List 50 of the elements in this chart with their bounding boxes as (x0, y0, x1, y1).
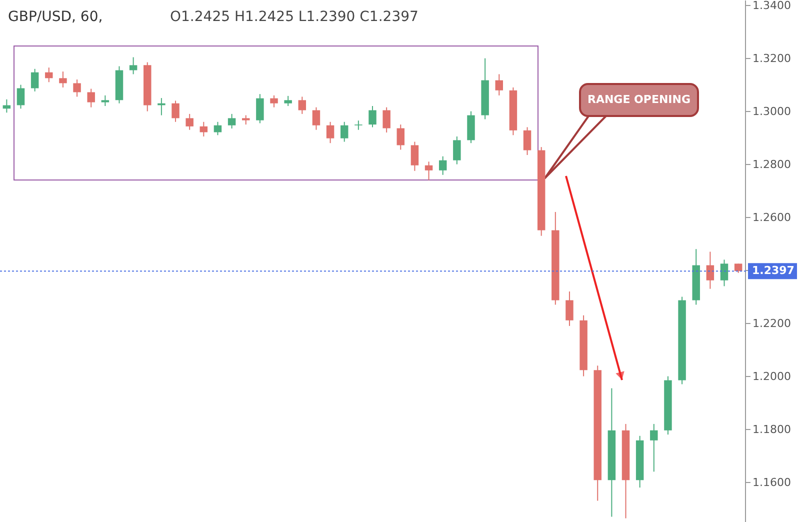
candlestick (200, 121, 208, 137)
candlestick (523, 126, 532, 156)
candlestick (73, 78, 81, 98)
y-tick-label: 1.3000 (752, 104, 791, 118)
candlestick (242, 114, 250, 126)
candlestick (566, 290, 574, 326)
y-tick-label: 1.1600 (752, 476, 791, 489)
candlestick (59, 71, 67, 88)
candlestick (438, 156, 447, 176)
ref-line-label: 1.2397 (752, 264, 794, 278)
candlestick (101, 94, 110, 106)
candlestick (214, 121, 222, 136)
candlestick (16, 84, 25, 110)
candlestick (720, 259, 728, 287)
candlestick (396, 124, 405, 150)
candlestick (284, 95, 292, 106)
candlestick (30, 68, 39, 92)
y-tick-label: 1.2800 (752, 158, 791, 171)
candlestick (312, 106, 320, 130)
candlestick (326, 121, 334, 144)
text: GBP/USD, 60, (8, 9, 103, 25)
annotation: RANGE OPENING (587, 93, 691, 106)
y-tick-label: 1.1800 (752, 422, 791, 436)
candlestick (495, 74, 503, 96)
candlestick (354, 120, 362, 130)
candlestick (368, 105, 376, 128)
candlestick (453, 136, 461, 165)
y-tick-label: 1.2600 (752, 210, 791, 224)
candlestick (650, 423, 658, 472)
candlestick (45, 67, 53, 83)
candlestick (410, 141, 419, 172)
candlestick (256, 94, 264, 124)
y-tick-label: 1.3400 (752, 0, 791, 12)
candlestick (706, 251, 714, 290)
text: O1.2425 H1.2425 L1.2390 C1.2397 (170, 9, 418, 25)
candlestick (382, 106, 390, 133)
candlestick (734, 263, 742, 274)
candlestick (270, 94, 278, 108)
candlestick (87, 88, 95, 108)
candlestick (186, 113, 194, 130)
candlestick (228, 113, 236, 130)
candlestick (2, 98, 11, 114)
candlestick (129, 56, 138, 75)
y-tick-label: 1.3200 (752, 52, 791, 65)
candlestick (424, 161, 433, 181)
y-tick-label: 1.2000 (752, 370, 791, 383)
candlestick (340, 121, 348, 142)
candlestick (172, 100, 180, 122)
candlestick (298, 96, 306, 114)
y-tick-label: 1.2200 (752, 316, 791, 330)
